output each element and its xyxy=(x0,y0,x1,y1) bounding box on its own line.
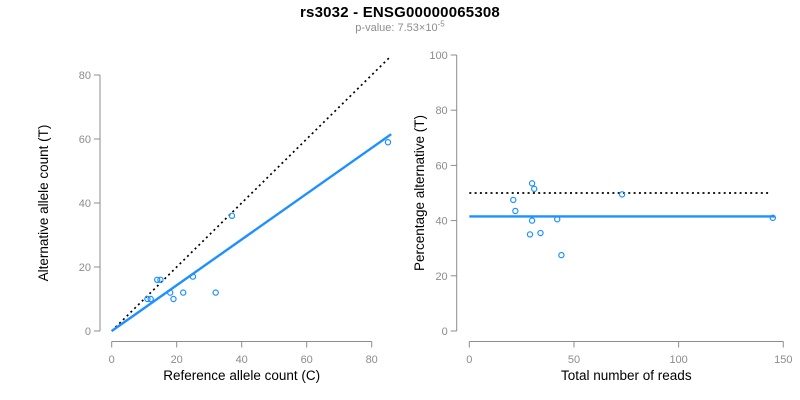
data-point xyxy=(510,196,517,204)
pvalue-text: p-value: 7.53×10 xyxy=(355,22,438,34)
x-tick-label: 80 xyxy=(366,354,378,366)
pvalue-exponent: -5 xyxy=(437,19,445,29)
x-tick-label: 0 xyxy=(466,354,472,366)
y-tick-label: 40 xyxy=(79,198,91,210)
left-scatter-plot: 0 20 40 60 80 0 20 40 60 80 Reference allele count… xyxy=(36,55,392,383)
y-tick-label: 60 xyxy=(435,160,447,172)
data-point xyxy=(384,138,392,146)
chart-title: rs3032 - ENSG00000065308 xyxy=(300,4,500,21)
y-tick-label: 80 xyxy=(79,70,91,82)
data-point xyxy=(166,289,174,296)
figure-header: rs3032 - ENSG00000065308 p-value: 7.53×1… xyxy=(0,4,800,34)
data-point xyxy=(212,289,219,296)
chart-subtitle: p-value: 7.53×10-5 xyxy=(0,19,800,34)
y-tick-label: 40 xyxy=(435,216,447,228)
x-tick-label: 40 xyxy=(236,354,248,366)
data-point xyxy=(528,180,536,187)
data-point xyxy=(528,217,536,224)
data-point xyxy=(558,251,565,259)
data-point xyxy=(153,276,161,283)
data-point xyxy=(157,276,164,283)
data-point xyxy=(530,185,538,193)
y-tick-label: 80 xyxy=(435,105,447,117)
x-tick-label: 0 xyxy=(109,354,115,366)
fit-line xyxy=(111,133,392,332)
x-tick-label: 50 xyxy=(568,354,580,366)
data-point xyxy=(512,207,519,215)
data-point xyxy=(554,216,561,223)
data-point xyxy=(769,214,777,222)
y-tick-label: 60 xyxy=(79,134,91,146)
y-tick-label: 20 xyxy=(435,271,447,283)
data-point xyxy=(189,273,197,280)
x-axis-label: Reference allele count (C) xyxy=(163,368,320,383)
data-point xyxy=(618,191,626,198)
y-tick-label: 20 xyxy=(79,262,91,274)
y-axis-label: Alternative allele count (T) xyxy=(36,125,51,282)
data-point xyxy=(537,229,544,237)
y-axis-label: Percentage alternative (T) xyxy=(412,115,427,271)
x-axis-label: Total number of reads xyxy=(561,368,692,383)
data-point xyxy=(170,295,177,303)
data-point xyxy=(144,295,151,303)
right-scatter-plot: 0 20 40 60 80 100 0 50 100 150 Total number of rea… xyxy=(412,50,792,383)
x-tick-label: 20 xyxy=(171,354,183,366)
x-tick-label: 100 xyxy=(669,354,687,366)
y-tick-label: 0 xyxy=(442,326,448,338)
x-tick-label: 150 xyxy=(774,354,792,366)
data-point xyxy=(179,289,187,296)
y-tick-label: 0 xyxy=(85,326,91,338)
data-point xyxy=(147,295,154,303)
y-tick-label: 100 xyxy=(429,50,447,62)
data-point xyxy=(526,231,534,238)
identity-line xyxy=(111,55,392,332)
x-tick-label: 60 xyxy=(301,354,313,366)
data-point xyxy=(228,212,236,219)
